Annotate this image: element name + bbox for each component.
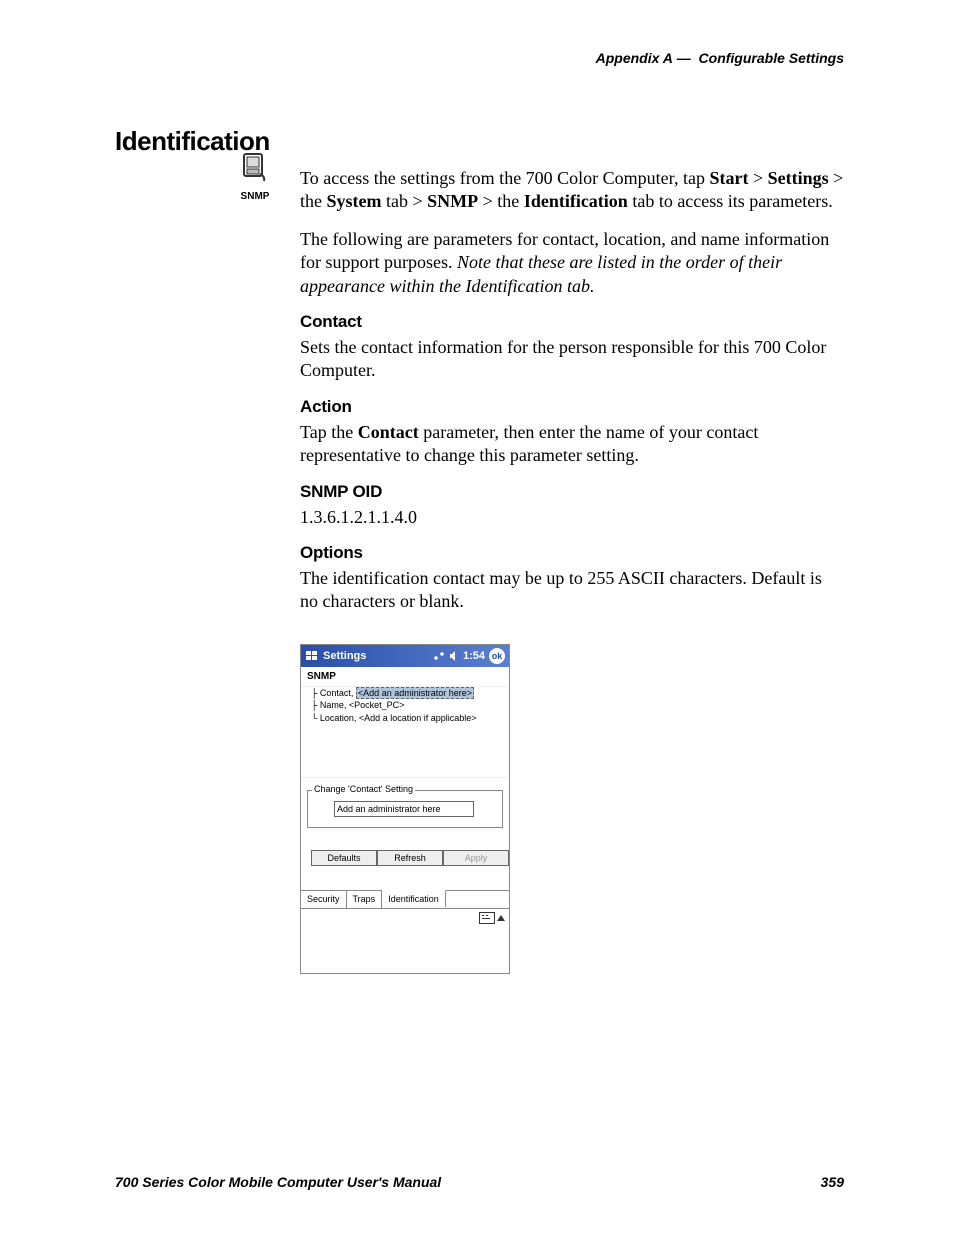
contact-input[interactable]: Add an administrator here xyxy=(334,801,474,817)
tab-traps[interactable]: Traps xyxy=(347,891,383,908)
ppc-tabs: Security Traps Identification xyxy=(301,890,509,908)
page-number: 359 xyxy=(821,1174,844,1190)
ppc-title-text: Settings xyxy=(323,650,366,662)
refresh-button[interactable]: Refresh xyxy=(377,850,443,866)
ppc-tree[interactable]: ├ Contact, <Add an administrator here> ├… xyxy=(301,686,509,778)
snmp-icon-label: SNMP xyxy=(230,191,280,202)
heading-options: Options xyxy=(300,543,844,563)
ppc-heading: SNMP xyxy=(301,667,509,686)
ppc-clock: 1:54 xyxy=(463,650,485,662)
heading-snmp-oid: SNMP OID xyxy=(300,482,844,502)
up-arrow-icon[interactable] xyxy=(497,915,505,921)
ppc-bottom-bar xyxy=(301,908,509,927)
connectivity-icon xyxy=(433,650,445,662)
defaults-button[interactable]: Defaults xyxy=(311,850,377,866)
tab-identification[interactable]: Identification xyxy=(382,890,446,907)
footer-title: 700 Series Color Mobile Computer User's … xyxy=(115,1174,441,1190)
page-footer: 700 Series Color Mobile Computer User's … xyxy=(115,1174,844,1190)
change-setting-fieldset: Change 'Contact' Setting Add an administ… xyxy=(307,790,503,828)
apply-button[interactable]: Apply xyxy=(443,850,509,866)
snmp-oid-value: 1.3.6.1.2.1.1.4.0 xyxy=(300,506,844,529)
speaker-icon xyxy=(449,650,459,662)
ok-button[interactable]: ok xyxy=(489,648,505,664)
ppc-button-row: Defaults Refresh Apply xyxy=(301,840,509,876)
heading-action: Action xyxy=(300,397,844,417)
tree-row-location[interactable]: └ Location, <Add a location if applicabl… xyxy=(311,712,503,725)
windows-flag-icon xyxy=(305,649,319,663)
tree-row-contact[interactable]: ├ Contact, <Add an administrator here> xyxy=(311,687,503,700)
body-column: To access the settings from the 700 Colo… xyxy=(300,167,844,974)
keyboard-icon[interactable] xyxy=(479,912,495,924)
tab-security[interactable]: Security xyxy=(301,891,347,908)
snmp-icon-block: SNMP xyxy=(230,150,280,202)
intro-paragraph-1: To access the settings from the 700 Colo… xyxy=(300,167,844,214)
running-head: Appendix A — Configurable Settings xyxy=(115,50,844,66)
fieldset-legend: Change 'Contact' Setting xyxy=(312,784,415,794)
pocketpc-screenshot: Settings 1:54 ok SNMP ├ Contact, <Add an… xyxy=(300,644,510,974)
action-paragraph: Tap the Contact parameter, then enter th… xyxy=(300,421,844,468)
options-paragraph: The identification contact may be up to … xyxy=(300,567,844,614)
ppc-titlebar: Settings 1:54 ok xyxy=(301,645,509,667)
heading-contact: Contact xyxy=(300,312,844,332)
page-title: Identification xyxy=(115,126,844,157)
contact-paragraph: Sets the contact information for the per… xyxy=(300,336,844,383)
snmp-icon xyxy=(238,150,272,184)
intro-paragraph-2: The following are parameters for contact… xyxy=(300,228,844,298)
tree-row-name[interactable]: ├ Name, <Pocket_PC> xyxy=(311,699,503,712)
page: Appendix A — Configurable Settings Ident… xyxy=(0,0,954,1235)
